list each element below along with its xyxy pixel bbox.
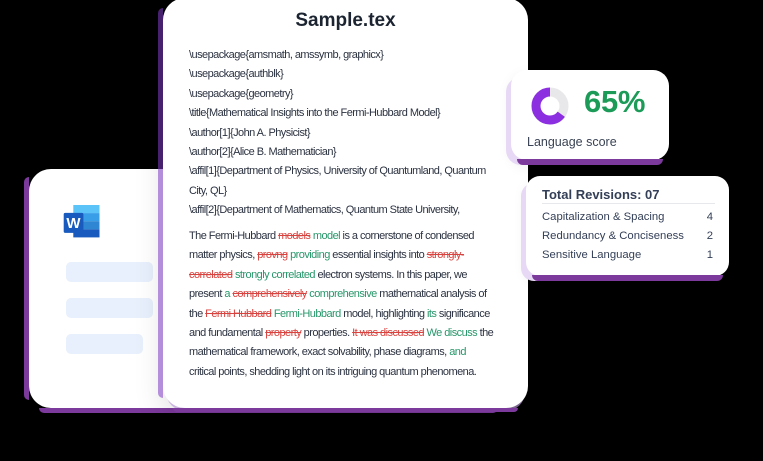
svg-text:W: W [66, 215, 81, 232]
